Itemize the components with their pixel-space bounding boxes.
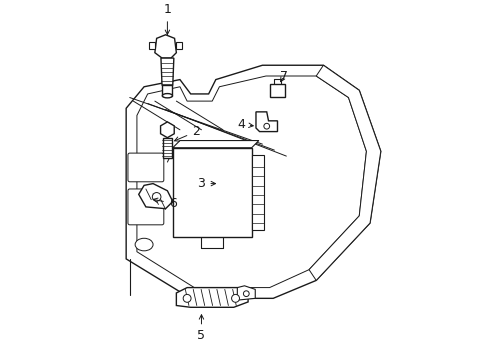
Polygon shape (161, 58, 174, 85)
Text: 6: 6 (153, 197, 176, 210)
Text: 4: 4 (237, 118, 253, 131)
Polygon shape (270, 84, 284, 97)
Circle shape (243, 291, 249, 297)
Text: 5: 5 (197, 315, 205, 342)
Polygon shape (162, 85, 172, 96)
Circle shape (152, 193, 161, 201)
Circle shape (264, 123, 269, 129)
Polygon shape (126, 65, 380, 298)
Polygon shape (176, 288, 247, 307)
Polygon shape (237, 286, 255, 300)
Circle shape (231, 294, 239, 302)
Ellipse shape (162, 94, 172, 98)
Polygon shape (149, 42, 155, 49)
Bar (251, 155, 264, 230)
Text: 2: 2 (174, 125, 200, 141)
FancyBboxPatch shape (128, 153, 163, 182)
Text: 1: 1 (163, 3, 171, 35)
Polygon shape (160, 122, 174, 138)
Text: 3: 3 (197, 177, 215, 190)
Polygon shape (308, 65, 380, 280)
FancyBboxPatch shape (128, 189, 163, 225)
Polygon shape (176, 42, 182, 49)
Polygon shape (163, 138, 172, 158)
Bar (172, 148, 251, 237)
Polygon shape (155, 35, 176, 58)
Polygon shape (172, 140, 258, 148)
Ellipse shape (135, 238, 153, 251)
Text: 7: 7 (279, 69, 287, 82)
Circle shape (183, 294, 191, 302)
Polygon shape (139, 184, 172, 209)
Polygon shape (255, 112, 277, 132)
